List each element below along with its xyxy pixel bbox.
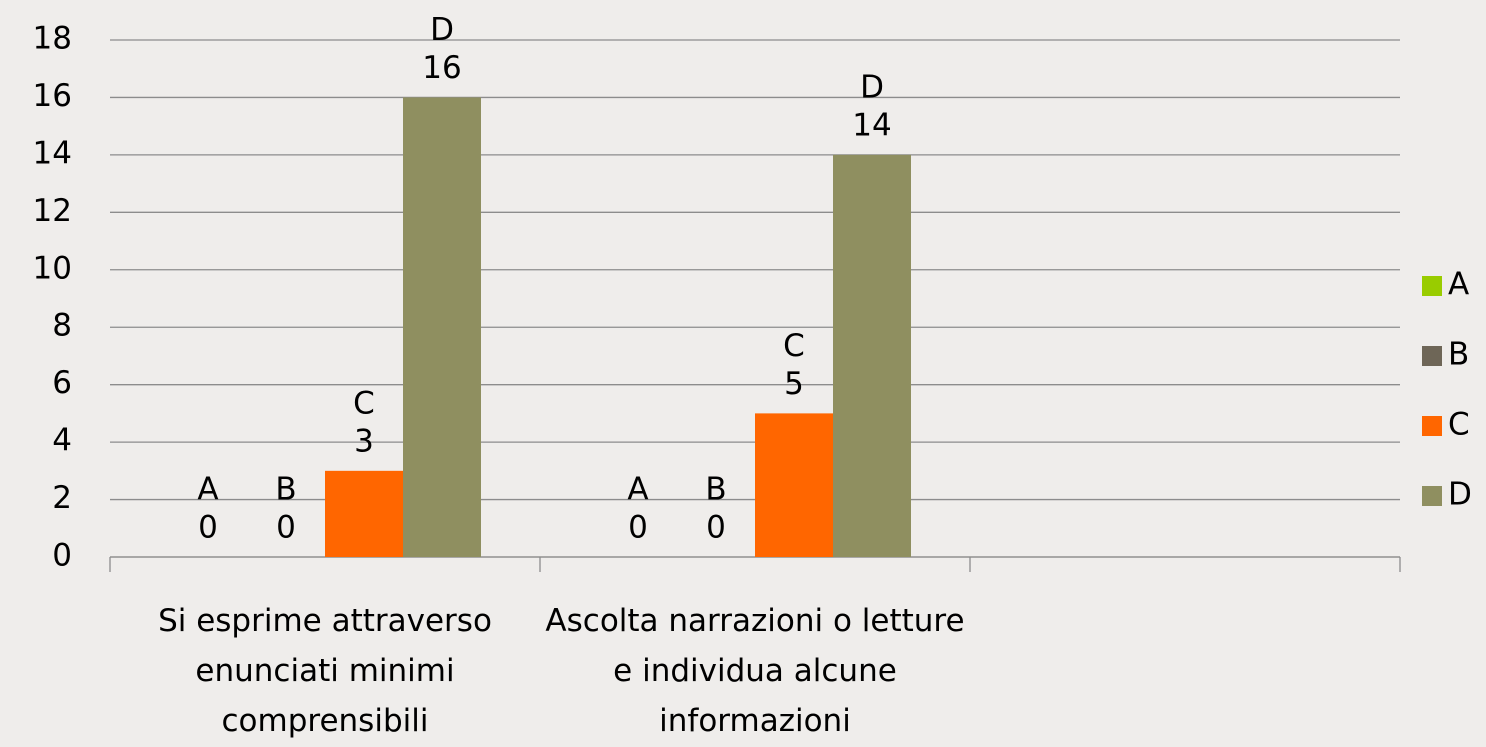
data-label-name: D: [430, 12, 454, 48]
bar: [325, 470, 403, 557]
legend-label: A: [1448, 267, 1469, 303]
data-label: 16: [422, 50, 461, 86]
data-label-name: A: [197, 472, 218, 508]
y-tick-label: 18: [33, 21, 72, 57]
y-tick-label: 16: [33, 78, 72, 114]
legend-label: C: [1448, 407, 1470, 443]
data-label: 0: [628, 510, 648, 546]
y-tick-label: 2: [52, 480, 72, 516]
data-label-name: C: [353, 385, 375, 421]
data-label-name: D: [860, 69, 884, 105]
legend-swatch: [1422, 276, 1442, 296]
y-tick-label: 12: [33, 193, 72, 229]
y-tick-label: 0: [52, 538, 72, 574]
data-label: 14: [852, 107, 891, 143]
legend-label: D: [1448, 477, 1472, 513]
x-tick-label: Si esprime attraverso enunciati minimi c…: [158, 603, 492, 739]
data-label: 3: [354, 423, 374, 459]
data-label-name: A: [627, 472, 648, 508]
bar: [755, 413, 833, 557]
data-label: 0: [198, 510, 218, 546]
legend-swatch: [1422, 346, 1442, 366]
bar: [833, 154, 911, 557]
data-label-name: B: [705, 472, 726, 508]
legend-swatch: [1422, 486, 1442, 506]
data-label: 0: [276, 510, 296, 546]
y-tick-label: 8: [52, 308, 72, 344]
data-label: 5: [784, 366, 804, 402]
y-tick-label: 6: [52, 365, 72, 401]
x-tick-label: Ascolta narrazioni o letture e individua…: [545, 603, 965, 739]
data-label-name: B: [275, 472, 296, 508]
legend-label: B: [1448, 337, 1469, 373]
y-tick-label: 4: [52, 423, 72, 459]
y-tick-label: 14: [33, 135, 72, 171]
bar: [403, 97, 481, 557]
data-label-name: C: [783, 328, 805, 364]
y-tick-label: 10: [33, 250, 72, 286]
legend-swatch: [1422, 416, 1442, 436]
data-label: 0: [706, 510, 726, 546]
